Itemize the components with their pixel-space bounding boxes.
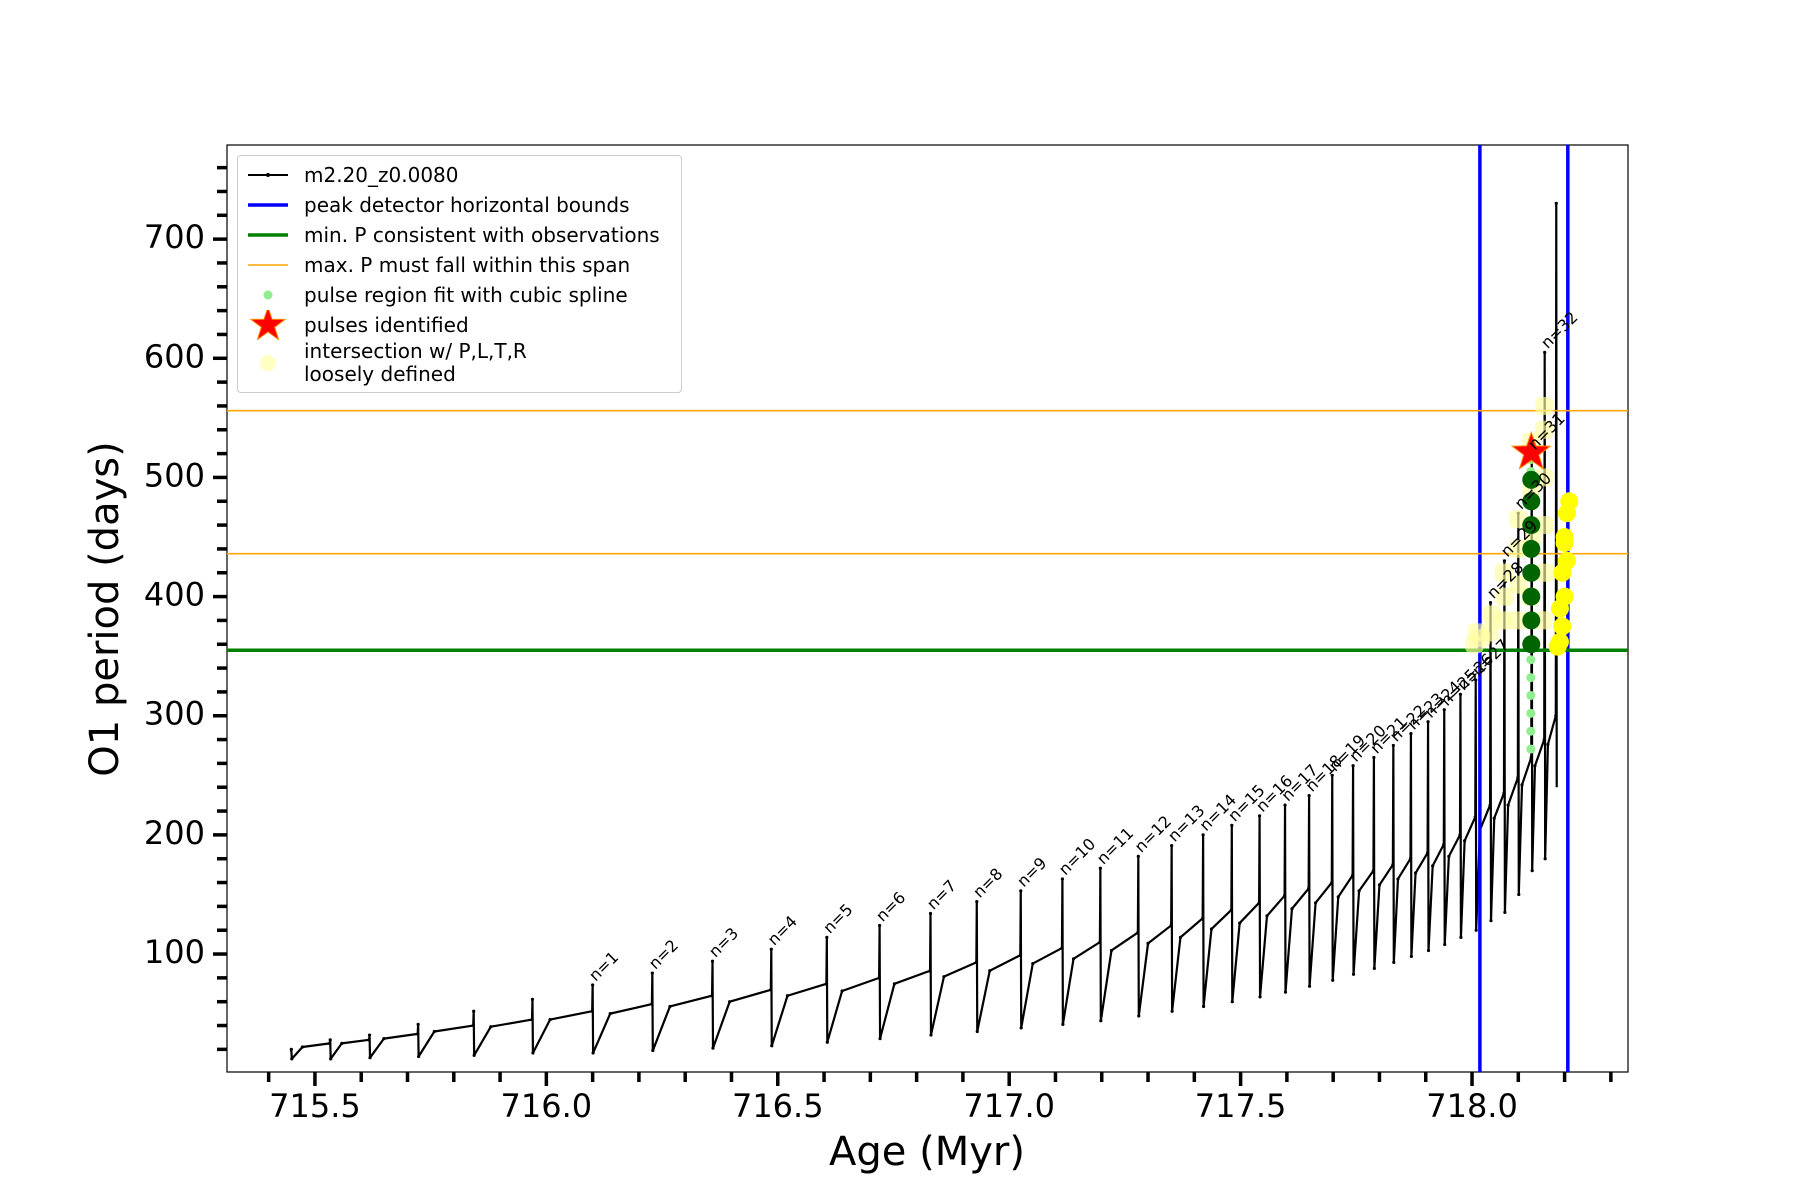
loose-point (1535, 420, 1554, 439)
legend-label: min. P consistent with observations (304, 222, 660, 247)
legend-marker (249, 310, 287, 340)
x-tick-label: 716.5 (732, 1087, 824, 1125)
intersection-point (1522, 563, 1541, 582)
legend-marker (263, 290, 273, 300)
pulse-label: n=9 (1013, 853, 1050, 890)
legend-marker (248, 203, 288, 207)
intersection-point (1522, 539, 1541, 558)
x-tick-label: 715.5 (269, 1087, 361, 1125)
pulse-label: n=5 (819, 900, 856, 937)
pulse-label: n=1 (585, 948, 622, 985)
x-axis-title: Age (Myr) (829, 1129, 1025, 1175)
pulse-label: n=4 (764, 912, 801, 949)
legend-marker (248, 233, 288, 237)
intersection-point (1522, 516, 1541, 535)
loose-point (1535, 396, 1554, 415)
pulse-label: n=6 (872, 888, 909, 925)
spline-point (1526, 673, 1536, 683)
spline-point (1526, 708, 1536, 718)
intersection-point (1522, 492, 1541, 511)
legend-glyph (266, 173, 270, 177)
y-tick-label: 400 (144, 576, 205, 614)
legend-item: intersection w/ P,L,T,R loosely defined (246, 340, 673, 386)
y-tick-label: 300 (144, 695, 205, 733)
loose-point (1536, 563, 1555, 582)
x-tick-label: 717.5 (1195, 1087, 1287, 1125)
series-line (289, 201, 1558, 1061)
x-tick-label: 717.0 (963, 1087, 1055, 1125)
legend-label: intersection w/ P,L,T,R loosely defined (304, 339, 527, 386)
legend-glyph (260, 355, 276, 371)
loose-point (1494, 611, 1513, 630)
legend-item: min. P consistent with observations (246, 220, 673, 250)
spline-point (1526, 690, 1536, 700)
pulse-star (1510, 430, 1552, 470)
intersection-point (1522, 635, 1541, 654)
legend-label: pulse region fit with cubic spline (304, 282, 628, 307)
loose-point (1495, 587, 1514, 606)
intersection-point (1560, 492, 1579, 511)
pulse-label: n=11 (1093, 824, 1137, 868)
loose-point (1508, 539, 1527, 558)
spline-point (1526, 726, 1536, 736)
intersection-point (1555, 587, 1574, 606)
plot-frame (226, 144, 1629, 1073)
legend-marker (260, 355, 276, 371)
legend-label: peak detector horizontal bounds (304, 192, 630, 217)
intersection-point (1522, 611, 1541, 630)
legend-label: pulses identified (304, 312, 469, 337)
spline-point (1526, 655, 1536, 665)
x-tick-label: 718.0 (1426, 1087, 1518, 1125)
loose-point (1494, 563, 1513, 582)
y-tick-label: 600 (144, 337, 205, 375)
y-tick-label: 700 (144, 218, 205, 256)
intersection-point (1522, 470, 1541, 489)
x-tick-label: 716.0 (501, 1087, 593, 1125)
intersection-point (1550, 632, 1569, 651)
pulse-label: n=7 (923, 876, 960, 913)
intersection-point (1553, 617, 1572, 636)
legend-glyph (249, 310, 287, 340)
legend-item: m2.20_z0.0080 (246, 160, 673, 190)
pulse-label: n=2 (645, 936, 682, 973)
loose-point (1507, 611, 1526, 630)
pulse-label: n=3 (705, 924, 742, 961)
intersection-point (1557, 551, 1576, 570)
y-tick-label: 200 (144, 814, 205, 852)
spline-point (1526, 744, 1536, 754)
legend-item: pulses identified (246, 310, 673, 340)
legend-item: peak detector horizontal bounds (246, 190, 673, 220)
y-axis-title: O1 period (days) (82, 441, 128, 776)
y-tick-label: 500 (144, 456, 205, 494)
loose-point (1535, 516, 1554, 535)
intersection-point (1522, 587, 1541, 606)
pulse-label: n=32 (1537, 308, 1581, 352)
intersection-point (1555, 533, 1574, 552)
y-tick-label: 100 (144, 933, 205, 971)
legend-marker (248, 264, 288, 266)
legend-item: pulse region fit with cubic spline (246, 280, 673, 310)
pulse-label: n=10 (1055, 834, 1099, 878)
legend-label: max. P must fall within this span (304, 252, 631, 277)
legend-glyph (263, 290, 273, 300)
legend-marker (248, 173, 288, 177)
legend-item: max. P must fall within this span (246, 250, 673, 280)
legend-label: m2.20_z0.0080 (304, 162, 459, 187)
pulse-label: n=8 (969, 864, 1006, 901)
loose-point (1472, 629, 1491, 648)
